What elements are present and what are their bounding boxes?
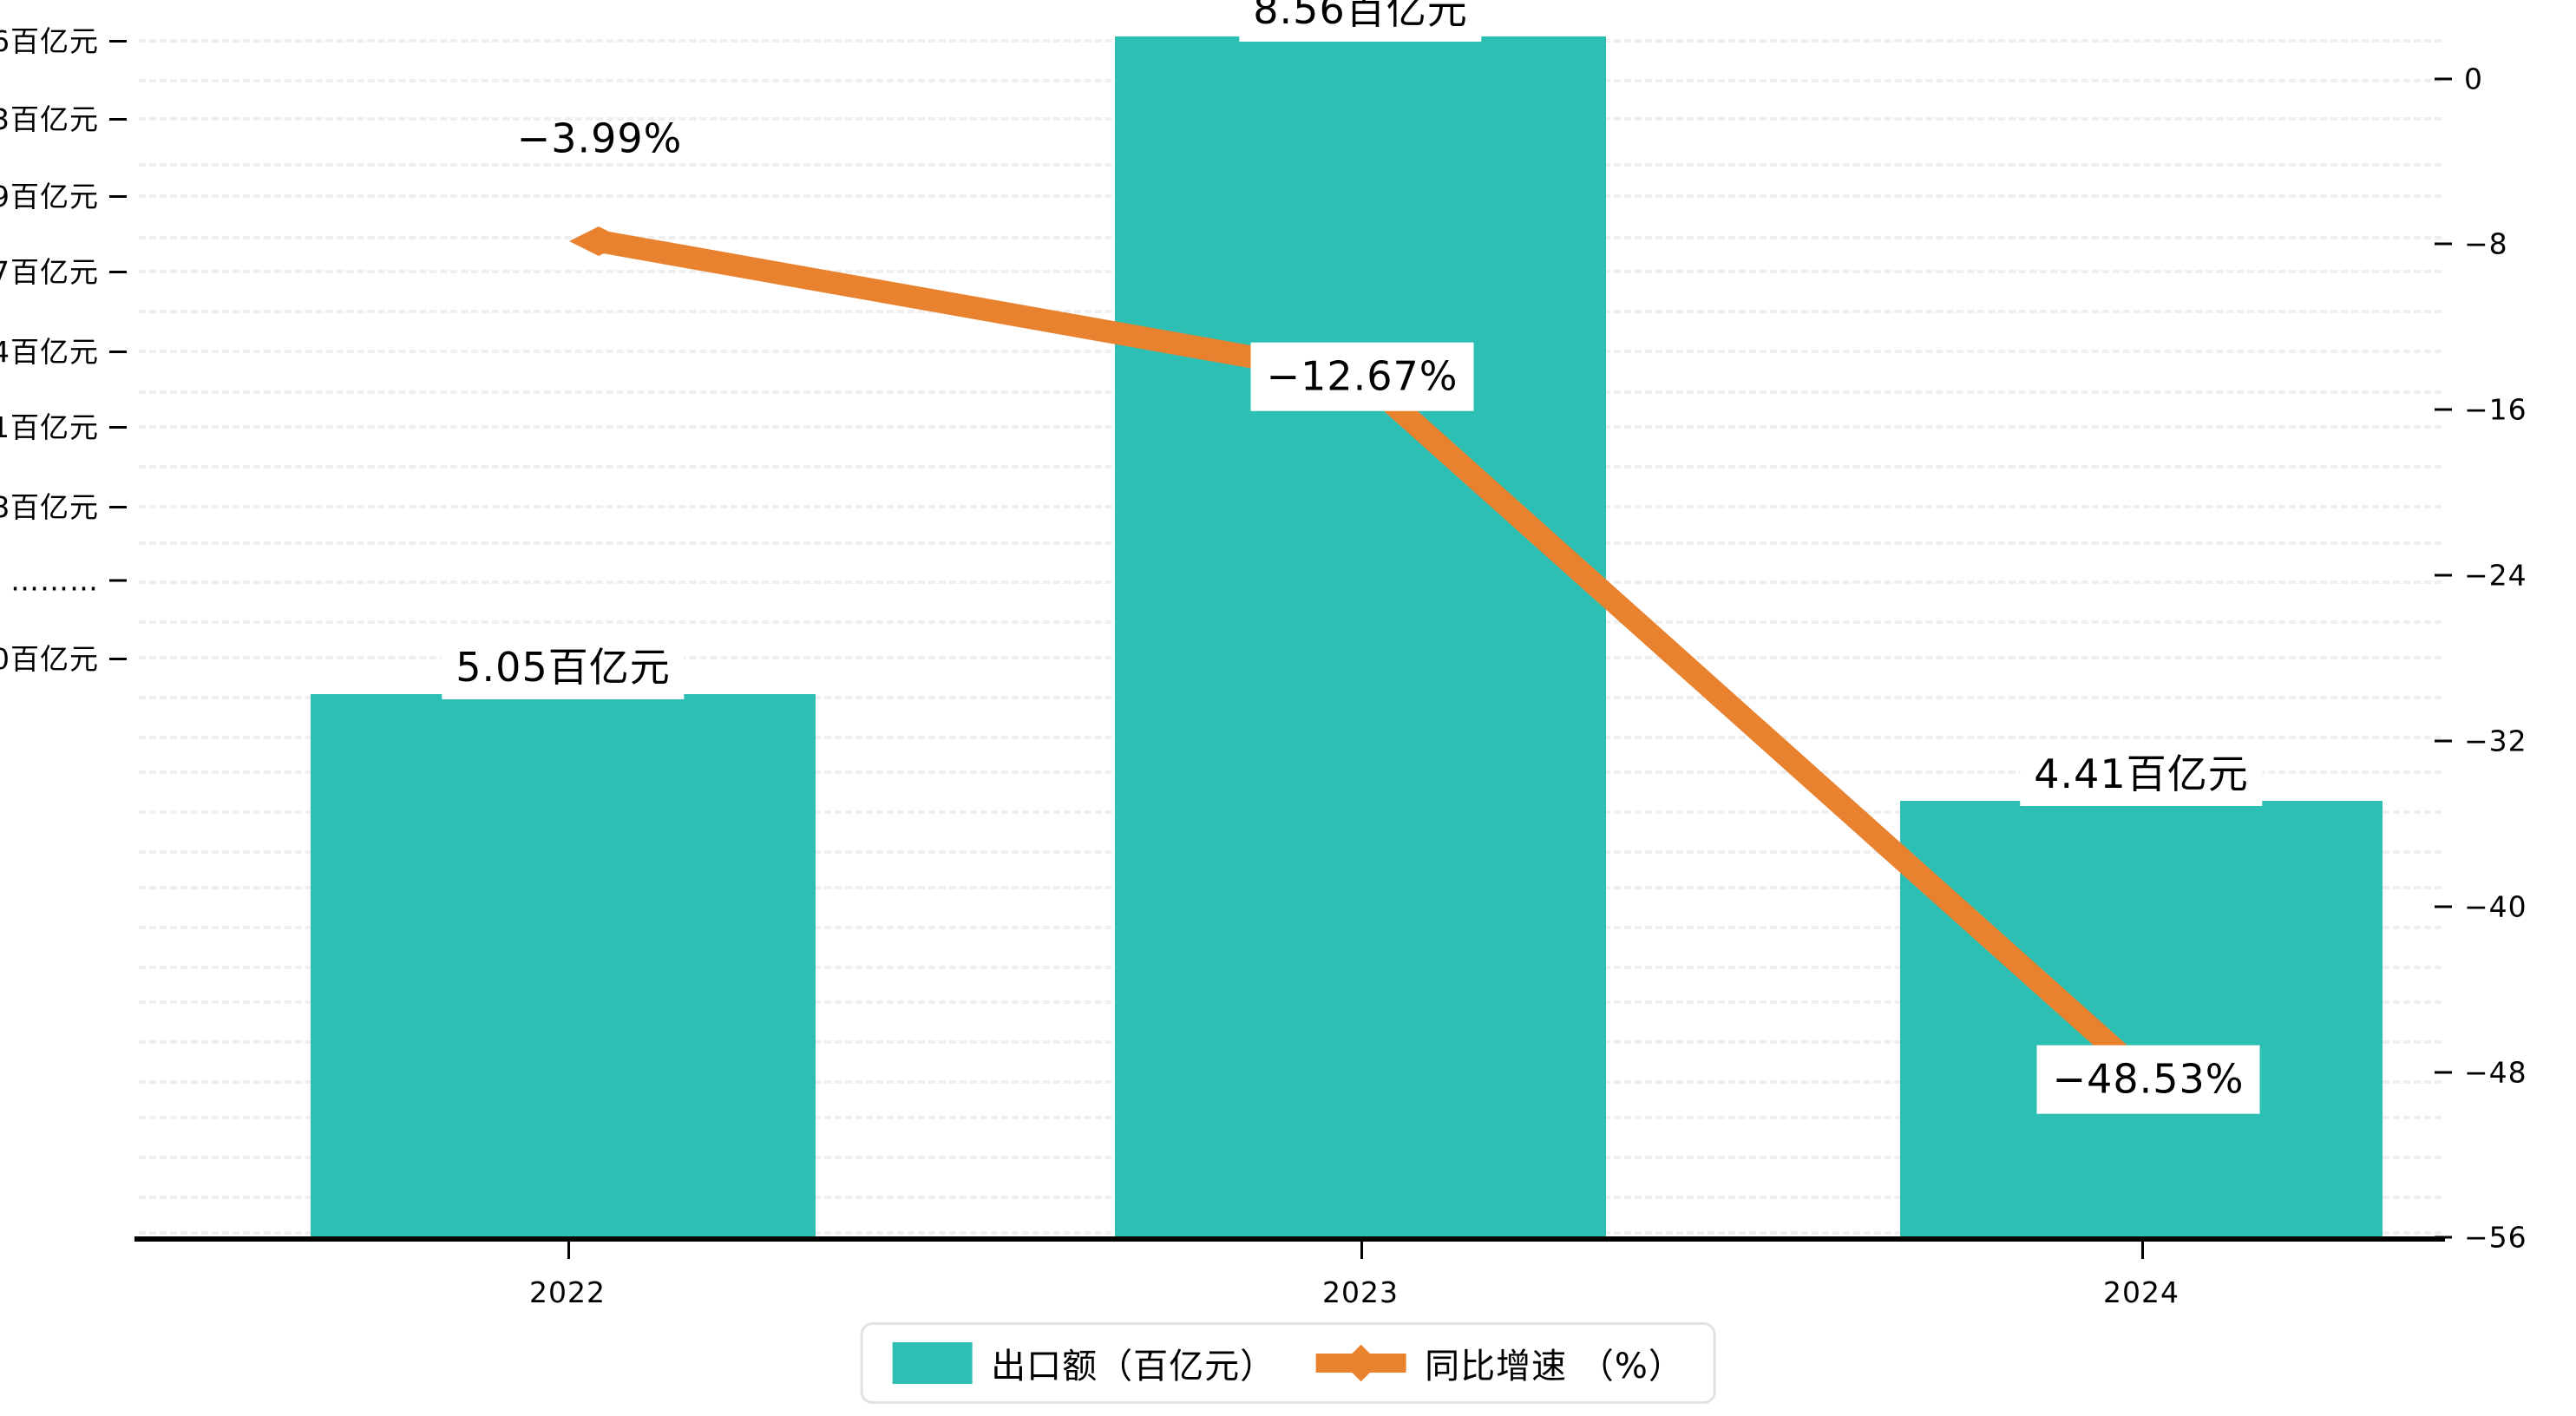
y-axis-right-tick: −32 — [2435, 724, 2527, 758]
bar-value-label-2024: 4.41百亿元 — [2020, 747, 2263, 806]
y-axis-left-tick: 6.07百亿元 — [0, 249, 127, 291]
y-axis-right-tick: −56 — [2435, 1221, 2527, 1255]
bar-value-text: 8.56百亿元 — [1253, 0, 1468, 33]
tick-text: ……… — [10, 563, 99, 598]
tick-mark-icon — [2435, 905, 2452, 908]
bar-value-text: 4.41百亿元 — [2034, 751, 2249, 797]
x-axis-tick-2022: 2022 — [529, 1275, 606, 1309]
tick-text: −48 — [2464, 1055, 2527, 1090]
tick-mark-icon — [109, 506, 127, 508]
tick-text: −32 — [2464, 724, 2527, 758]
bar-value-text: 5.05百亿元 — [456, 644, 671, 691]
tick-mark-icon — [2435, 242, 2452, 246]
x-tick-mark-2023 — [1360, 1240, 1363, 1259]
line-value-label-2022: −3.99% — [501, 105, 698, 174]
tick-mark-icon — [109, 426, 127, 429]
y-axis-left-tick: 5.24百亿元 — [0, 329, 127, 370]
bar-2023[interactable] — [1115, 36, 1606, 1236]
y-axis-left-tick: 6.9百亿元 — [0, 174, 127, 215]
tick-mark-icon — [109, 658, 127, 660]
legend-item-export-amount[interactable]: 出口额（百亿元） — [892, 1338, 1275, 1388]
tick-text: −8 — [2464, 226, 2508, 261]
tick-text: 5.24百亿元 — [0, 335, 99, 369]
x-tick-mark-2022 — [567, 1240, 570, 1259]
y-axis-left-tick: 0百亿元 — [0, 636, 127, 678]
y-axis-left-tick: 7.73百亿元 — [0, 96, 127, 138]
tick-text: 7.73百亿元 — [0, 102, 99, 136]
y-axis-right-tick: 0 — [2435, 62, 2483, 96]
tick-mark-icon — [2435, 1236, 2452, 1239]
x-axis-tick-2024: 2024 — [2103, 1275, 2179, 1309]
legend-label: 出口额（百亿元） — [991, 1347, 1276, 1386]
x-tick-mark-2024 — [2141, 1240, 2144, 1259]
y-axis-left-tick: ……… — [10, 564, 127, 598]
line-value-text: −3.99% — [516, 115, 683, 162]
tick-mark-icon — [109, 118, 127, 121]
y-axis-right-tick: −24 — [2435, 559, 2527, 593]
bar-2024[interactable] — [1900, 801, 2383, 1236]
tick-mark-icon — [109, 195, 127, 198]
tick-mark-icon — [2435, 77, 2452, 81]
bar-2022[interactable] — [311, 694, 816, 1236]
y-axis-right-tick: −16 — [2435, 393, 2527, 427]
y-axis-right-tick: −40 — [2435, 890, 2527, 924]
tick-text: −40 — [2464, 889, 2527, 924]
line-value-text: −48.53% — [2052, 1055, 2245, 1103]
y-axis-left-tick: 8.56百亿元 — [0, 18, 127, 60]
tick-mark-icon — [109, 351, 127, 353]
y-axis-right-tick: −8 — [2435, 227, 2508, 261]
tick-mark-icon — [2435, 1071, 2452, 1074]
tick-text: 4.41百亿元 — [0, 410, 99, 444]
tick-mark-icon — [2435, 408, 2452, 411]
bar-value-label-2023: 8.56百亿元 — [1239, 0, 1482, 42]
tick-text: 6.07百亿元 — [0, 255, 99, 289]
bar-value-label-2022: 5.05百亿元 — [442, 640, 685, 699]
y-axis-left-tick: 4.41百亿元 — [0, 404, 127, 446]
tick-text: 3.58百亿元 — [0, 490, 99, 524]
line-value-text: −12.67% — [1266, 352, 1458, 400]
tick-mark-icon — [2435, 739, 2452, 743]
tick-text: −16 — [2464, 392, 2527, 427]
y-axis-left-tick: 3.58百亿元 — [0, 484, 127, 526]
chart-legend: 出口额（百亿元） 同比增速 （%） — [860, 1322, 1716, 1404]
tick-text: 0百亿元 — [0, 642, 99, 676]
legend-line-marker-icon — [1315, 1342, 1406, 1384]
legend-item-growth-rate[interactable]: 同比增速 （%） — [1315, 1338, 1684, 1388]
line-value-label-2023: −12.67% — [1250, 342, 1474, 411]
line-value-label-2024: −48.53% — [2036, 1045, 2260, 1114]
tick-text: 0 — [2464, 62, 2483, 96]
x-axis-tick-2023: 2023 — [1322, 1275, 1399, 1309]
tick-text: 6.9百亿元 — [0, 180, 99, 213]
legend-label: 同比增速 （%） — [1425, 1347, 1684, 1386]
y-axis-right-tick: −48 — [2435, 1056, 2527, 1090]
tick-mark-icon — [109, 271, 127, 273]
tick-mark-icon — [2435, 574, 2452, 577]
legend-bar-swatch-icon — [892, 1342, 973, 1384]
x-axis-line — [134, 1236, 2445, 1242]
tick-mark-icon — [109, 579, 127, 582]
tick-text: −24 — [2464, 558, 2527, 593]
tick-text: −56 — [2464, 1220, 2527, 1255]
tick-mark-icon — [109, 40, 127, 43]
line-marker-2022 — [569, 226, 628, 256]
tick-text: 8.56百亿元 — [0, 24, 99, 58]
